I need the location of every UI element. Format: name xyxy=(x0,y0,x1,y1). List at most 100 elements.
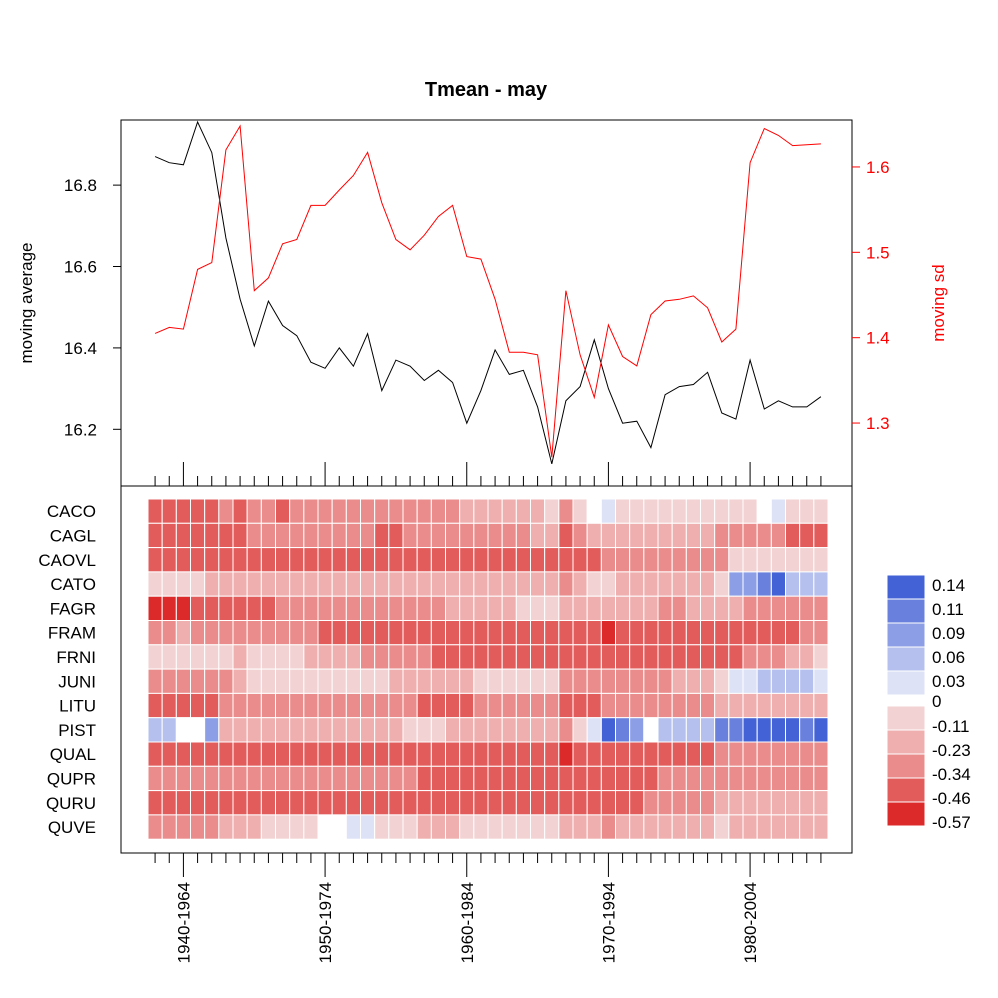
heatmap-cell xyxy=(317,571,333,597)
heatmap-cell xyxy=(586,498,602,524)
heatmap-cell xyxy=(275,668,291,694)
heatmap-cell xyxy=(487,717,503,743)
heatmap-cell xyxy=(317,692,333,719)
heatmap-cell xyxy=(799,644,815,670)
heatmap-cell xyxy=(416,498,432,524)
heatmap-cell xyxy=(515,790,531,816)
heatmap-cell xyxy=(700,644,716,670)
x-tick-label: 1970-1994 xyxy=(599,882,618,963)
heatmap-cell xyxy=(459,814,475,840)
heatmap-cell xyxy=(331,790,347,816)
heatmap-cell xyxy=(558,814,574,840)
heatmap-cell xyxy=(218,814,234,840)
heatmap-cell xyxy=(303,595,319,622)
heatmap-cell xyxy=(600,522,616,549)
heatmap-cell xyxy=(700,571,716,597)
heatmap-cell xyxy=(813,644,829,670)
heatmap-cell xyxy=(360,595,376,622)
heatmap-cell xyxy=(671,571,687,597)
heatmap-cell xyxy=(204,595,220,622)
heatmap-cell xyxy=(742,644,758,670)
heatmap-cell xyxy=(331,644,347,670)
heatmap-cell xyxy=(530,498,546,524)
heatmap-cell xyxy=(714,620,730,646)
heatmap-cell xyxy=(643,644,659,670)
heatmap-cell xyxy=(685,571,701,597)
heatmap-cell xyxy=(586,620,602,646)
heatmap-cell xyxy=(742,741,758,767)
heatmap-cell xyxy=(147,620,163,646)
heatmap-cell xyxy=(473,571,489,597)
heatmap-cell xyxy=(161,790,177,816)
heatmap-cell xyxy=(275,814,291,840)
heatmap-cell xyxy=(515,571,531,597)
heatmap-cell xyxy=(147,717,163,743)
heatmap-cell xyxy=(345,668,362,694)
heatmap-cell xyxy=(374,498,390,524)
heatmap-cell xyxy=(530,620,546,646)
heatmap-cell xyxy=(629,668,645,694)
heatmap-cell xyxy=(204,668,220,694)
heatmap-cell xyxy=(430,620,447,646)
heatmap-cell xyxy=(232,765,248,792)
heatmap-cell xyxy=(671,498,687,524)
heatmap-cell xyxy=(530,668,546,694)
heatmap-cell xyxy=(345,741,362,767)
heatmap-cell xyxy=(402,522,418,549)
legend-swatch-positive xyxy=(886,622,926,648)
heatmap-cell xyxy=(685,547,701,573)
legend-label: 0.06 xyxy=(932,648,965,667)
heatmap-cell xyxy=(714,644,730,670)
heatmap-cell xyxy=(459,765,475,792)
heatmap-cell xyxy=(700,692,716,719)
heatmap-cell xyxy=(473,595,489,622)
heatmap-cell xyxy=(487,790,503,816)
heatmap-cell xyxy=(615,668,631,694)
heatmap-cell xyxy=(487,522,503,549)
heatmap-cell xyxy=(402,498,418,524)
heatmap-cell xyxy=(515,644,531,670)
heatmap-cell xyxy=(558,522,574,549)
heatmap-cell xyxy=(700,522,716,549)
heatmap-cell xyxy=(728,790,744,816)
heatmap-cell xyxy=(402,765,418,792)
heatmap-cell xyxy=(671,814,687,840)
heatmap-panel: CACO CAGL CAOVL CATO FAGR FRAM FRNI JUNI LITU PIS… xyxy=(38,498,829,963)
heatmap-cell xyxy=(473,741,489,767)
heatmap-cell xyxy=(615,741,631,767)
y-tick-label-left: 16.4 xyxy=(64,339,97,358)
heatmap-cell xyxy=(303,498,319,524)
heatmap-cell xyxy=(289,571,305,597)
heatmap-cell xyxy=(785,790,801,816)
heatmap-cell xyxy=(671,522,687,549)
heatmap-cell xyxy=(204,522,220,549)
heatmap-cell xyxy=(700,765,716,792)
heatmap-cell xyxy=(714,790,730,816)
heatmap-cell xyxy=(700,498,716,524)
heatmap-cell xyxy=(799,571,815,597)
heatmap-cell xyxy=(161,547,177,573)
heatmap-cell xyxy=(459,692,475,719)
heatmap-cell xyxy=(756,644,772,670)
heatmap-cell xyxy=(218,620,234,646)
heatmap-cell xyxy=(629,790,645,816)
heatmap-cell xyxy=(473,765,489,792)
heatmap-cell xyxy=(232,571,248,597)
heatmap-cell xyxy=(374,620,390,646)
heatmap-cell xyxy=(544,717,560,743)
heatmap-cell xyxy=(544,498,560,524)
heatmap-cell xyxy=(289,668,305,694)
heatmap-cell xyxy=(204,547,220,573)
heatmap-cell xyxy=(544,765,560,792)
heatmap-cell xyxy=(473,620,489,646)
heatmap-cell xyxy=(473,717,489,743)
heatmap-cell xyxy=(190,765,206,792)
heatmap-cell xyxy=(813,692,829,719)
heatmap-cell xyxy=(615,498,631,524)
heatmap-cell xyxy=(303,644,319,670)
top-line-panel: 16.2 16.4 16.6 16.8 1.3 1.4 1.5 1.6 xyxy=(64,120,890,486)
heatmap-cell xyxy=(388,814,404,840)
heatmap-cell xyxy=(345,765,362,792)
row-label: CACO xyxy=(47,502,96,521)
heatmap-cell xyxy=(515,498,531,524)
